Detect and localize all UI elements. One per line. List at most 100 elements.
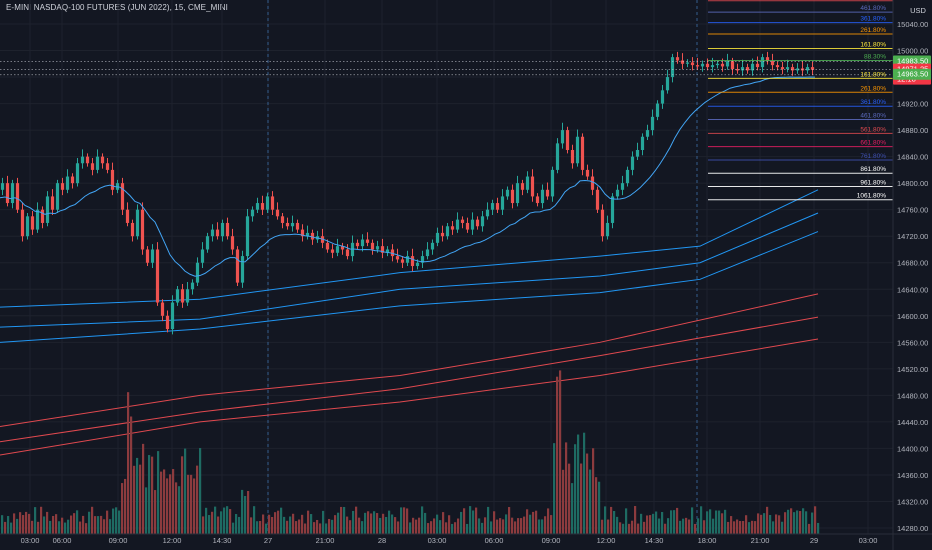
volume-bar	[52, 515, 55, 534]
candle-body	[340, 246, 345, 250]
volume-bar	[244, 496, 247, 534]
volume-bar	[34, 507, 37, 534]
volume-bar	[688, 519, 691, 534]
candle-body	[600, 209, 605, 237]
candle-body	[715, 63, 720, 66]
candle-body	[700, 63, 705, 67]
candle-body	[95, 156, 100, 170]
candle-body	[310, 232, 315, 240]
volume-bar	[55, 514, 58, 534]
candle-body	[245, 216, 250, 257]
y-tick-label: 14520.00	[897, 365, 928, 374]
y-tick-label: 15040.00	[897, 20, 928, 29]
volume-bar	[430, 521, 433, 534]
x-tick-label: 12:00	[163, 536, 182, 545]
candle-body	[760, 57, 765, 68]
volume-bar	[487, 506, 490, 534]
candle-body	[275, 209, 280, 217]
volume-bar	[766, 506, 769, 534]
volume-bar	[649, 515, 652, 534]
candle-body	[120, 183, 125, 210]
candle-body	[710, 65, 715, 68]
volume-bar	[31, 520, 34, 534]
candle-body	[270, 196, 275, 210]
volume-bar	[190, 474, 193, 534]
volume-bar	[283, 516, 286, 534]
volume-bar	[238, 516, 241, 534]
candle-body	[325, 242, 330, 250]
volume-bar	[196, 465, 199, 534]
candle-body	[485, 209, 490, 217]
candle-body	[45, 196, 50, 223]
volume-bar	[199, 448, 202, 534]
x-tick-label: 09:00	[542, 536, 561, 545]
volume-bar	[463, 508, 466, 534]
candle-body	[545, 189, 550, 197]
x-tick-label: 03:00	[428, 536, 447, 545]
currency-label: USD	[910, 6, 926, 15]
volume-bar	[529, 514, 532, 534]
volume-bar	[364, 512, 367, 534]
candle-body	[660, 90, 665, 104]
volume-bar	[715, 510, 718, 534]
volume-bar	[262, 514, 265, 534]
volume-bar	[379, 517, 382, 534]
volume-bar	[562, 469, 565, 534]
candle-body	[380, 246, 385, 253]
volume-bar	[88, 511, 91, 534]
fib-level-label: 88.30%	[864, 53, 886, 60]
candle-body	[680, 60, 685, 64]
candle-body	[775, 65, 780, 68]
volume-bar	[712, 518, 715, 534]
candle-body	[425, 249, 430, 257]
candle-body	[565, 130, 570, 150]
candle-body	[420, 256, 425, 263]
volume-bar	[19, 512, 22, 534]
volume-bar	[502, 519, 505, 534]
volume-bar	[253, 506, 256, 534]
candle-body	[670, 57, 675, 78]
candle-body	[520, 183, 525, 190]
x-tick-label: 03:00	[859, 536, 878, 545]
candle-body	[595, 189, 600, 210]
volume-bar	[415, 519, 418, 534]
candle-body	[110, 169, 115, 190]
volume-bar	[271, 516, 274, 534]
volume-bar	[721, 513, 724, 534]
candle-body	[175, 289, 180, 303]
candle-body	[220, 222, 225, 237]
candle-body	[635, 150, 640, 157]
volume-bar	[793, 512, 796, 534]
volume-bar	[235, 514, 238, 534]
candle-body	[640, 136, 645, 150]
volume-bar	[574, 444, 577, 534]
volume-bar	[709, 509, 712, 534]
volume-bar	[16, 518, 19, 534]
volume-bar	[490, 521, 493, 534]
volume-bar	[103, 519, 106, 534]
volume-bar	[799, 511, 802, 534]
candle-body	[535, 196, 540, 204]
volume-bar	[643, 521, 646, 534]
volume-bar	[724, 509, 727, 534]
volume-bar	[661, 512, 664, 534]
volume-bar	[514, 521, 517, 534]
candle-body	[90, 163, 95, 170]
candle-body	[205, 236, 210, 250]
x-tick-label: 21:00	[751, 536, 770, 545]
volume-bar	[685, 517, 688, 534]
volume-bar	[589, 469, 592, 534]
candle-body	[585, 169, 590, 177]
volume-bar	[349, 520, 352, 534]
candle-body	[810, 67, 815, 70]
volume-bar	[73, 513, 76, 534]
volume-bar	[361, 521, 364, 534]
candle-body	[105, 163, 110, 170]
volume-bar	[553, 443, 556, 534]
price-badge-label: 14983.50	[897, 56, 928, 65]
volume-bar	[409, 522, 412, 534]
volume-bar	[727, 521, 730, 534]
candle-body	[510, 189, 515, 204]
candle-body	[390, 249, 395, 257]
